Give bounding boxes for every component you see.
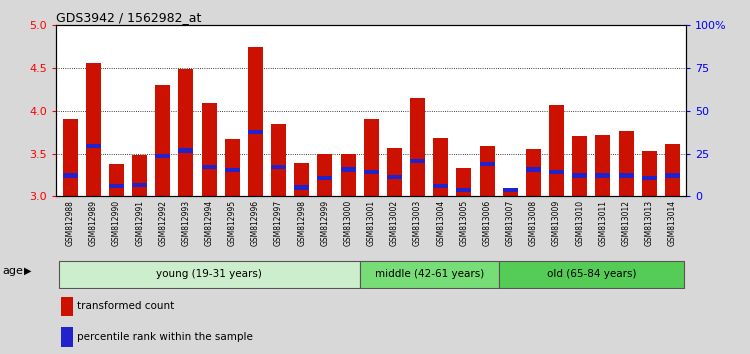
Bar (619, 131, 634, 196)
Text: GSM812995: GSM812995 (228, 200, 237, 246)
Bar (317, 154, 332, 196)
Text: GSM813008: GSM813008 (529, 200, 538, 246)
Bar (526, 149, 541, 196)
Text: GSM813004: GSM813004 (436, 200, 445, 246)
Bar (526, 167, 541, 172)
Text: GSM812989: GSM812989 (88, 200, 98, 246)
Bar (410, 159, 425, 163)
Bar (271, 165, 286, 169)
Bar (596, 173, 610, 178)
Bar (664, 173, 680, 178)
Bar (572, 173, 587, 178)
Text: GSM812993: GSM812993 (182, 200, 190, 246)
Text: GSM813002: GSM813002 (390, 200, 399, 246)
Text: GSM813006: GSM813006 (482, 200, 491, 246)
Bar (155, 154, 170, 158)
Text: GSM813001: GSM813001 (367, 200, 376, 246)
Bar (596, 135, 610, 196)
Text: GDS3942 / 1562982_at: GDS3942 / 1562982_at (56, 11, 202, 24)
Text: GSM813003: GSM813003 (413, 200, 422, 246)
Bar (364, 119, 379, 196)
Bar (664, 144, 680, 196)
Text: GSM813011: GSM813011 (598, 200, 608, 246)
Text: GSM812999: GSM812999 (320, 200, 329, 246)
Bar (155, 85, 170, 196)
Bar (294, 185, 309, 190)
Bar (62, 297, 73, 316)
Text: GSM812997: GSM812997 (274, 200, 283, 246)
Bar (132, 155, 147, 196)
Text: GSM812990: GSM812990 (112, 200, 121, 246)
Text: GSM812991: GSM812991 (135, 200, 144, 246)
Text: age: age (2, 266, 23, 276)
Bar (271, 124, 286, 196)
Bar (86, 63, 100, 196)
Bar (62, 327, 73, 347)
Bar (433, 138, 448, 196)
Text: GSM812988: GSM812988 (66, 200, 75, 246)
Text: GSM813009: GSM813009 (552, 200, 561, 246)
Text: middle (42-61 years): middle (42-61 years) (374, 269, 484, 279)
Bar (456, 188, 472, 192)
Bar (387, 148, 402, 196)
Text: GSM812994: GSM812994 (205, 200, 214, 246)
Text: GSM813012: GSM813012 (622, 200, 631, 246)
Text: GSM813007: GSM813007 (506, 200, 515, 246)
Text: GSM813014: GSM813014 (668, 200, 676, 246)
Bar (364, 170, 379, 174)
Bar (317, 176, 332, 180)
Text: GSM813010: GSM813010 (575, 200, 584, 246)
Bar (360, 261, 499, 288)
Text: GSM813000: GSM813000 (344, 200, 352, 246)
Bar (58, 261, 360, 288)
Text: GSM812998: GSM812998 (297, 200, 306, 246)
Text: ▶: ▶ (24, 266, 32, 276)
Bar (503, 192, 518, 196)
Bar (549, 170, 564, 174)
Bar (340, 167, 356, 172)
Text: young (19-31 years): young (19-31 years) (156, 269, 262, 279)
Bar (410, 98, 425, 196)
Bar (178, 148, 194, 153)
Text: GSM813013: GSM813013 (645, 200, 654, 246)
Text: percentile rank within the sample: percentile rank within the sample (77, 332, 253, 342)
Bar (248, 47, 263, 196)
Bar (503, 188, 518, 192)
Bar (62, 119, 78, 196)
Bar (499, 261, 684, 288)
Text: old (65-84 years): old (65-84 years) (547, 269, 636, 279)
Bar (572, 136, 587, 196)
Bar (62, 173, 78, 178)
Bar (642, 151, 657, 196)
Bar (178, 69, 194, 196)
Bar (86, 144, 100, 148)
Bar (479, 162, 494, 166)
Bar (340, 154, 356, 196)
Text: GSM812996: GSM812996 (251, 200, 260, 246)
Bar (549, 105, 564, 196)
Bar (202, 103, 217, 196)
Bar (294, 163, 309, 196)
Text: GSM812992: GSM812992 (158, 200, 167, 246)
Bar (109, 184, 124, 188)
Bar (132, 183, 147, 187)
Bar (456, 168, 472, 196)
Text: transformed count: transformed count (77, 301, 174, 311)
Bar (642, 176, 657, 180)
Text: GSM813005: GSM813005 (460, 200, 469, 246)
Bar (225, 139, 240, 196)
Bar (479, 146, 494, 196)
Bar (619, 173, 634, 178)
Bar (433, 184, 448, 188)
Bar (109, 164, 124, 196)
Bar (387, 175, 402, 179)
Bar (225, 168, 240, 172)
Bar (248, 130, 263, 134)
Bar (202, 165, 217, 169)
